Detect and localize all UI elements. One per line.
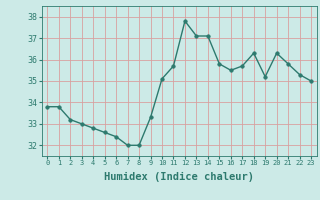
X-axis label: Humidex (Indice chaleur): Humidex (Indice chaleur) bbox=[104, 172, 254, 182]
